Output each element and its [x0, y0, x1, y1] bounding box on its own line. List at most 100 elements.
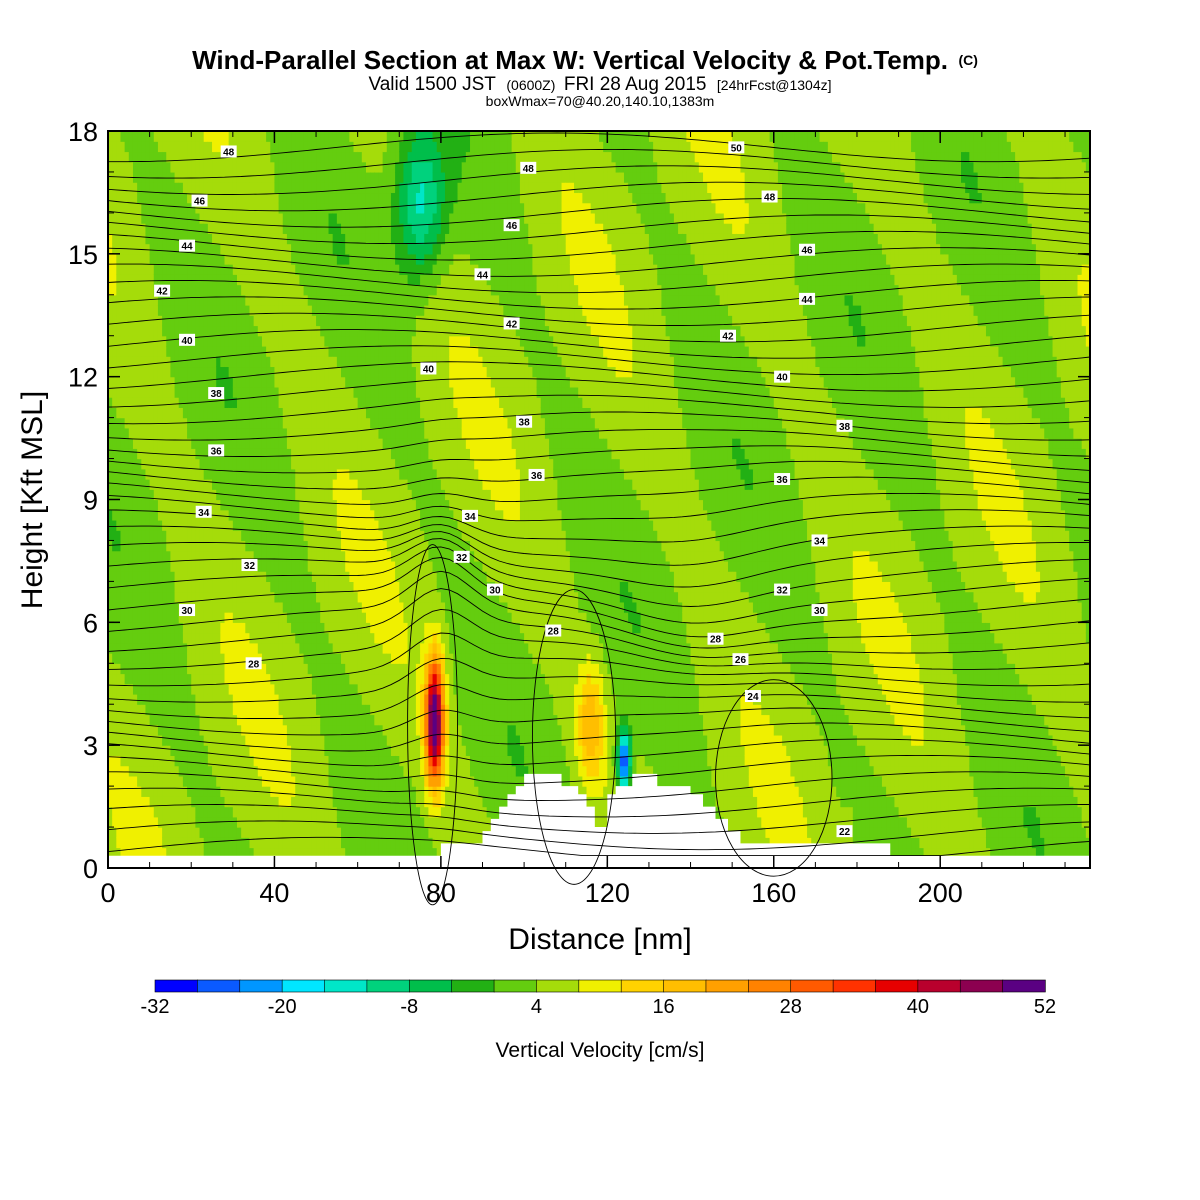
w-cell: [112, 530, 117, 541]
w-cell: [362, 663, 367, 674]
w-cell: [141, 366, 146, 377]
w-cell: [150, 571, 155, 582]
w-cell: [141, 735, 146, 746]
w-cell: [158, 366, 163, 377]
w-cell: [316, 203, 321, 214]
w-cell: [270, 653, 275, 664]
w-cell: [295, 807, 300, 818]
w-cell: [291, 725, 296, 736]
w-cell: [358, 551, 363, 562]
w-cell: [395, 674, 400, 685]
w-cell: [362, 510, 367, 521]
w-cell: [279, 500, 284, 511]
w-cell: [120, 807, 125, 818]
w-cell: [249, 295, 254, 306]
w-cell: [354, 151, 359, 162]
w-cell: [249, 735, 254, 746]
w-cell: [195, 285, 200, 296]
w-cell: [241, 172, 246, 183]
w-cell: [291, 459, 296, 470]
w-cell: [129, 622, 134, 633]
w-cell: [287, 131, 292, 142]
w-cell: [208, 684, 213, 695]
w-cell: [358, 295, 363, 306]
w-cell: [195, 254, 200, 265]
w-cell: [200, 786, 205, 797]
w-cell: [341, 459, 346, 470]
w-cell: [362, 254, 367, 265]
w-cell: [179, 315, 184, 326]
w-cell: [116, 745, 121, 756]
w-cell: [162, 520, 167, 531]
w-cell: [158, 500, 163, 511]
w-cell: [274, 540, 279, 551]
w-cell: [354, 510, 359, 521]
w-cell: [287, 346, 292, 357]
w-cell: [383, 817, 388, 828]
w-cell: [216, 336, 221, 347]
w-cell: [229, 817, 234, 828]
w-cell: [237, 315, 242, 326]
w-cell: [133, 745, 138, 756]
w-cell: [279, 387, 284, 398]
w-cell: [150, 366, 155, 377]
w-cell: [254, 336, 259, 347]
w-cell: [145, 500, 150, 511]
w-cell: [187, 274, 192, 285]
w-cell: [283, 459, 288, 470]
w-cell: [150, 592, 155, 603]
w-cell: [320, 315, 325, 326]
w-cell: [116, 131, 121, 142]
w-cell: [133, 438, 138, 449]
w-cell: [150, 213, 155, 224]
w-cell: [137, 622, 142, 633]
w-cell: [295, 755, 300, 766]
w-cell: [295, 274, 300, 285]
w-cell: [170, 663, 175, 674]
w-cell: [195, 295, 200, 306]
w-cell: [158, 162, 163, 173]
w-cell: [141, 418, 146, 429]
w-cell: [162, 356, 167, 367]
w-cell: [125, 622, 130, 633]
w-cell: [316, 387, 321, 398]
w-cell: [295, 233, 300, 244]
w-cell: [162, 653, 167, 664]
w-cell: [212, 500, 217, 511]
w-cell: [162, 182, 167, 193]
w-cell: [312, 745, 317, 756]
w-cell: [287, 714, 292, 725]
w-cell: [133, 520, 138, 531]
w-cell: [324, 325, 329, 336]
w-cell: [145, 551, 150, 562]
w-cell: [212, 346, 217, 357]
w-cell: [195, 581, 200, 592]
w-cell: [241, 387, 246, 398]
w-cell: [258, 213, 263, 224]
w-cell: [366, 254, 371, 265]
w-cell: [112, 663, 117, 674]
w-cell: [179, 796, 184, 807]
w-cell: [366, 694, 371, 705]
w-cell: [245, 684, 250, 695]
w-cell: [345, 223, 350, 234]
w-cell: [129, 162, 134, 173]
w-cell: [295, 428, 300, 439]
w-cell: [370, 305, 375, 316]
w-cell: [220, 203, 225, 214]
w-cell: [316, 172, 321, 183]
w-cell: [183, 633, 188, 644]
w-cell: [354, 674, 359, 685]
w-cell: [337, 131, 342, 142]
w-cell: [366, 244, 371, 255]
w-cell: [383, 807, 388, 818]
w-cell: [374, 162, 379, 173]
w-cell: [225, 622, 230, 633]
w-cell: [116, 366, 121, 377]
w-cell: [129, 254, 134, 265]
w-cell: [133, 448, 138, 459]
w-cell: [158, 407, 163, 418]
w-cell: [183, 223, 188, 234]
w-cell: [308, 745, 313, 756]
w-cell: [191, 366, 196, 377]
